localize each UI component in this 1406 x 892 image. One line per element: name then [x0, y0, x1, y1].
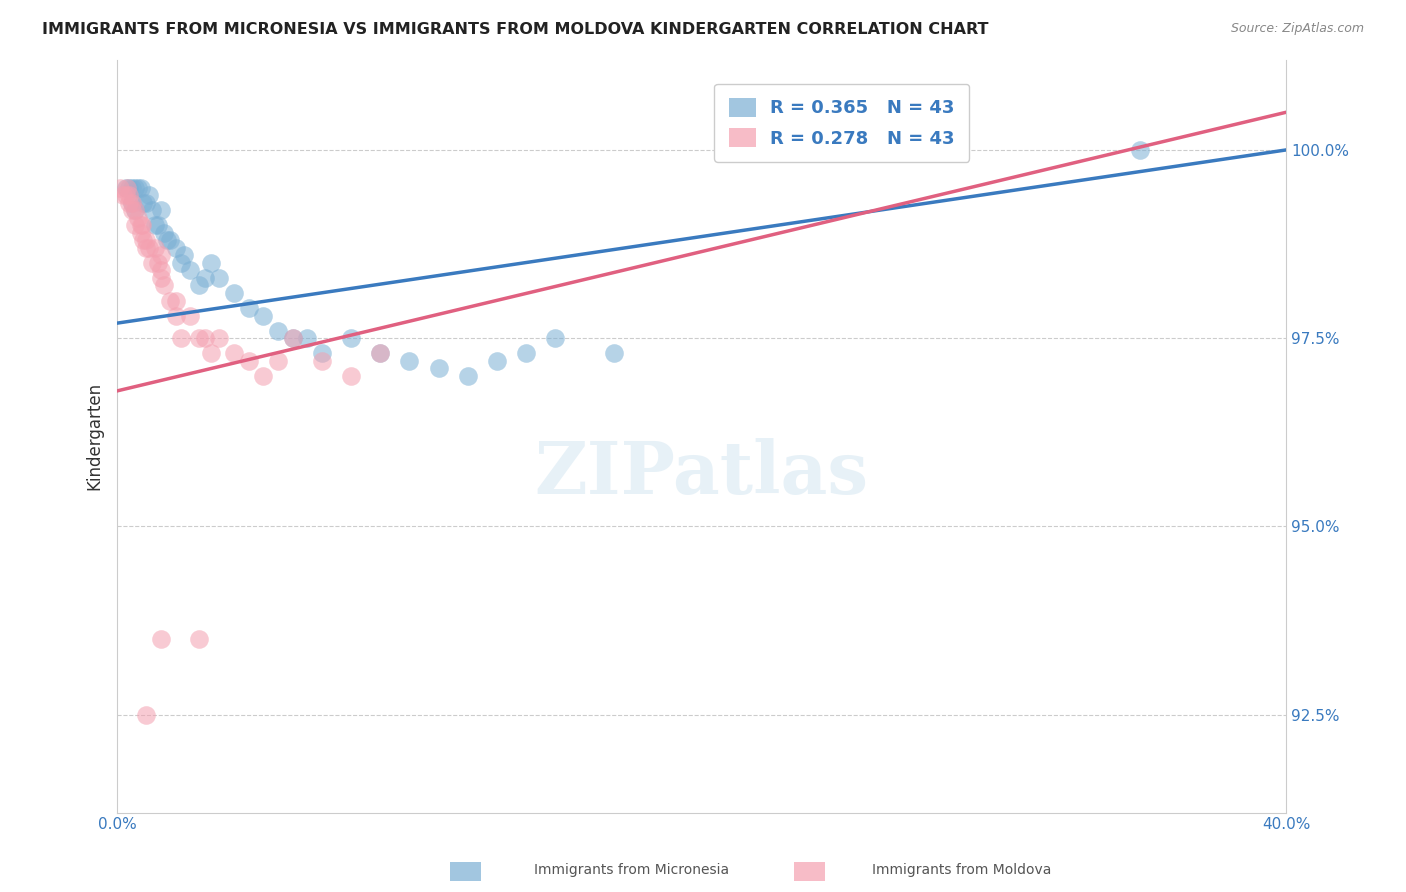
- Point: [170, 256, 193, 270]
- Point: [146, 256, 169, 270]
- Point: [118, 195, 141, 210]
- Point: [427, 361, 450, 376]
- Point: [311, 346, 333, 360]
- Point: [267, 324, 290, 338]
- Point: [124, 219, 146, 233]
- Point: [141, 256, 163, 270]
- Point: [194, 331, 217, 345]
- Point: [156, 233, 179, 247]
- Point: [153, 226, 176, 240]
- Point: [222, 346, 245, 360]
- Point: [121, 203, 143, 218]
- Point: [150, 263, 173, 277]
- Point: [165, 309, 187, 323]
- Point: [238, 353, 260, 368]
- Point: [143, 219, 166, 233]
- Point: [267, 353, 290, 368]
- Point: [150, 203, 173, 218]
- Point: [159, 233, 181, 247]
- Point: [150, 248, 173, 262]
- Point: [135, 195, 157, 210]
- Point: [179, 263, 201, 277]
- Point: [544, 331, 567, 345]
- Point: [398, 353, 420, 368]
- Point: [281, 331, 304, 345]
- Point: [129, 219, 152, 233]
- Point: [131, 219, 153, 233]
- Point: [138, 188, 160, 202]
- Point: [457, 368, 479, 383]
- Text: Source: ZipAtlas.com: Source: ZipAtlas.com: [1230, 22, 1364, 36]
- Point: [150, 271, 173, 285]
- Point: [132, 233, 155, 247]
- Point: [603, 346, 626, 360]
- Point: [124, 203, 146, 218]
- Point: [222, 285, 245, 300]
- Point: [170, 331, 193, 345]
- Point: [150, 632, 173, 647]
- Point: [515, 346, 537, 360]
- Point: [129, 226, 152, 240]
- Point: [340, 368, 363, 383]
- Point: [127, 180, 149, 194]
- Point: [108, 180, 131, 194]
- Point: [121, 195, 143, 210]
- Point: [173, 248, 195, 262]
- Point: [281, 331, 304, 345]
- Point: [132, 195, 155, 210]
- Point: [138, 241, 160, 255]
- Point: [141, 203, 163, 218]
- Legend: R = 0.365   N = 43, R = 0.278   N = 43: R = 0.365 N = 43, R = 0.278 N = 43: [714, 84, 969, 162]
- Point: [115, 188, 138, 202]
- Point: [165, 241, 187, 255]
- Point: [135, 707, 157, 722]
- Point: [135, 233, 157, 247]
- Point: [340, 331, 363, 345]
- Point: [146, 219, 169, 233]
- Text: Immigrants from Moldova: Immigrants from Moldova: [872, 863, 1052, 877]
- Point: [368, 346, 391, 360]
- Point: [252, 368, 274, 383]
- Point: [179, 309, 201, 323]
- Point: [135, 241, 157, 255]
- Point: [208, 271, 231, 285]
- Point: [165, 293, 187, 308]
- Point: [252, 309, 274, 323]
- Point: [368, 346, 391, 360]
- Text: ZIPatlas: ZIPatlas: [534, 438, 869, 509]
- Point: [143, 241, 166, 255]
- Point: [208, 331, 231, 345]
- Point: [112, 188, 135, 202]
- Point: [124, 203, 146, 218]
- Point: [1129, 143, 1152, 157]
- Point: [115, 180, 138, 194]
- Y-axis label: Kindergarten: Kindergarten: [86, 382, 103, 490]
- Point: [295, 331, 318, 345]
- Point: [194, 271, 217, 285]
- Point: [127, 211, 149, 225]
- Point: [200, 256, 222, 270]
- Point: [117, 180, 139, 194]
- Point: [153, 278, 176, 293]
- Text: Immigrants from Micronesia: Immigrants from Micronesia: [534, 863, 730, 877]
- Point: [188, 331, 211, 345]
- Text: IMMIGRANTS FROM MICRONESIA VS IMMIGRANTS FROM MOLDOVA KINDERGARTEN CORRELATION C: IMMIGRANTS FROM MICRONESIA VS IMMIGRANTS…: [42, 22, 988, 37]
- Point: [200, 346, 222, 360]
- Point: [118, 188, 141, 202]
- Point: [118, 180, 141, 194]
- Point: [129, 180, 152, 194]
- Point: [188, 632, 211, 647]
- Point: [311, 353, 333, 368]
- Point: [486, 353, 509, 368]
- Point: [124, 180, 146, 194]
- Point: [121, 195, 143, 210]
- Point: [159, 293, 181, 308]
- Point: [188, 278, 211, 293]
- Point: [121, 180, 143, 194]
- Point: [238, 301, 260, 315]
